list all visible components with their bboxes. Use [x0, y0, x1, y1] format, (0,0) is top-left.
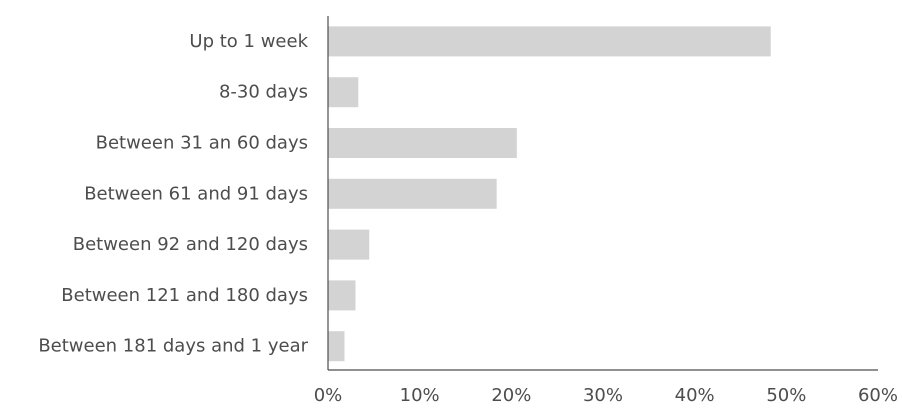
category-label-3: Between 61 and 91 days [84, 183, 308, 204]
category-label-5: Between 121 and 180 days [61, 285, 308, 306]
bars-group [328, 26, 771, 362]
bar-4 [328, 229, 370, 260]
category-label-2: Between 31 an 60 days [96, 133, 308, 154]
x-tick-labels: 0% 10% 20% 30% 40% 50% 60% [314, 385, 898, 406]
x-tick-label-2: 20% [491, 385, 531, 406]
bar-0 [328, 26, 771, 57]
category-labels: Up to 1 week 8-30 days Between 31 an 60 da… [38, 31, 308, 357]
category-label-1: 8-30 days [219, 82, 308, 103]
category-label-4: Between 92 and 120 days [73, 234, 308, 255]
bar-3 [328, 178, 497, 209]
bar-1 [328, 77, 359, 108]
bar-2 [328, 128, 517, 158]
bar-5 [328, 280, 356, 311]
category-label-0: Up to 1 week [189, 31, 308, 52]
category-label-6: Between 181 days and 1 year [38, 336, 308, 357]
x-tick-label-5: 50% [766, 385, 806, 406]
x-tick-label-3: 30% [583, 385, 623, 406]
x-tick-label-0: 0% [314, 385, 343, 406]
x-tick-label-4: 40% [675, 385, 715, 406]
x-tick-label-6: 60% [858, 385, 898, 406]
bar-6 [328, 331, 345, 362]
x-tick-label-1: 10% [400, 385, 440, 406]
